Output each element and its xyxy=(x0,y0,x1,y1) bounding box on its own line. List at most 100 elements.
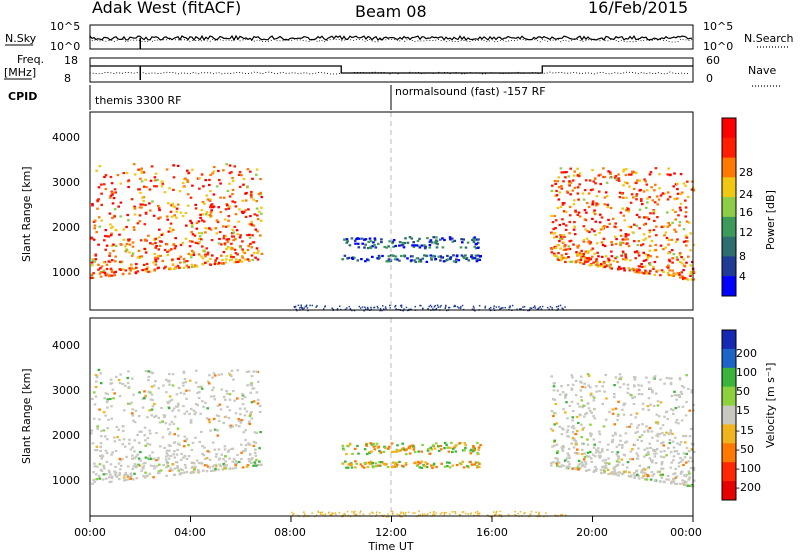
echo-cell xyxy=(435,240,439,243)
echo-cell xyxy=(635,181,638,185)
echo-cell xyxy=(131,252,135,255)
echo-cell xyxy=(213,428,217,431)
echo-cell xyxy=(159,254,162,257)
echo-cell xyxy=(114,471,118,474)
echo-cell xyxy=(179,458,183,461)
echo-cell xyxy=(168,449,171,452)
echo-cell xyxy=(585,257,589,260)
echo-cell xyxy=(603,470,606,473)
echo-cell xyxy=(446,465,449,468)
echo-cell xyxy=(666,271,670,275)
echo-cell xyxy=(602,237,606,240)
echo-cell xyxy=(378,464,382,467)
echo-cell xyxy=(171,463,175,466)
echo-cell xyxy=(470,254,474,257)
noise-cell xyxy=(500,516,503,518)
echo-cell xyxy=(131,467,135,470)
echo-cell xyxy=(248,420,251,423)
echo-cell xyxy=(365,452,369,456)
vel-cbar-tick-m15: -15 xyxy=(736,424,754,437)
echo-cell xyxy=(135,266,138,269)
echo-cell xyxy=(648,249,652,252)
echo-cell xyxy=(140,430,143,433)
noise-cell xyxy=(472,305,475,308)
echo-cell xyxy=(113,208,117,211)
echo-cell xyxy=(250,223,253,226)
echo-cell xyxy=(618,196,622,199)
echo-cell xyxy=(100,183,103,186)
echo-cell xyxy=(692,189,696,192)
echo-cell xyxy=(592,399,596,402)
echo-cell xyxy=(623,181,627,184)
echo-cell xyxy=(688,472,691,475)
echo-cell xyxy=(586,260,589,263)
echo-cell xyxy=(598,380,601,383)
echo-cell xyxy=(608,410,611,414)
echo-cell xyxy=(467,259,471,262)
echo-cell xyxy=(347,256,351,259)
echo-cell xyxy=(630,268,633,271)
echo-cell xyxy=(186,179,189,182)
echo-cell xyxy=(213,469,217,472)
echo-cell xyxy=(478,258,481,261)
echo-cell xyxy=(595,467,598,471)
echo-cell xyxy=(601,225,605,229)
noise-cell xyxy=(296,309,298,312)
echo-cell xyxy=(574,394,578,397)
echo-cell xyxy=(623,238,627,241)
echo-cell xyxy=(567,447,571,450)
echo-cell xyxy=(614,222,617,225)
noise-cell xyxy=(458,307,460,309)
echo-cell xyxy=(236,369,239,372)
echo-cell xyxy=(673,482,677,485)
cpid-label: CPID xyxy=(8,90,37,103)
echo-cell xyxy=(670,249,674,252)
noise-cell xyxy=(401,515,403,518)
echo-cell xyxy=(218,231,222,234)
echo-cell xyxy=(151,372,154,375)
echo-cell xyxy=(434,242,437,245)
echo-cell xyxy=(167,457,171,460)
noise-cell xyxy=(529,307,531,309)
echo-cell xyxy=(660,463,664,466)
echo-cell xyxy=(215,185,219,188)
echo-cell xyxy=(567,454,570,457)
echo-cell xyxy=(430,448,433,451)
noise-cell xyxy=(561,513,563,516)
echo-cell xyxy=(670,461,673,464)
echo-cell xyxy=(449,238,452,241)
echo-cell xyxy=(205,247,208,250)
echo-cell xyxy=(450,237,454,240)
echo-cell xyxy=(90,432,93,435)
echo-cell xyxy=(669,481,673,484)
echo-cell xyxy=(582,458,586,461)
echo-cell xyxy=(106,406,109,409)
echo-cell xyxy=(133,421,137,424)
noise-cell xyxy=(328,511,330,514)
echo-cell xyxy=(105,267,109,271)
echo-cell xyxy=(613,423,617,426)
echo-cell xyxy=(176,448,179,451)
echo-cell xyxy=(477,238,480,241)
echo-cell xyxy=(356,259,360,262)
echo-cell xyxy=(685,400,688,404)
echo-cell xyxy=(215,429,219,432)
echo-cell xyxy=(560,385,563,388)
echo-cell xyxy=(675,398,678,401)
echo-cell xyxy=(654,449,658,452)
echo-cell xyxy=(674,476,678,479)
echo-cell xyxy=(673,478,676,481)
echo-cell xyxy=(107,476,111,479)
echo-cell xyxy=(388,260,391,263)
echo-cell xyxy=(566,384,570,387)
echo-cell xyxy=(188,389,191,392)
echo-cell xyxy=(107,235,111,238)
echo-cell xyxy=(675,475,679,478)
echo-cell xyxy=(660,225,664,229)
echo-cell xyxy=(208,178,211,181)
echo-cell xyxy=(691,483,694,487)
echo-cell xyxy=(680,384,684,388)
echo-cell xyxy=(656,432,660,435)
echo-cell xyxy=(592,396,596,399)
echo-cell xyxy=(91,259,95,262)
